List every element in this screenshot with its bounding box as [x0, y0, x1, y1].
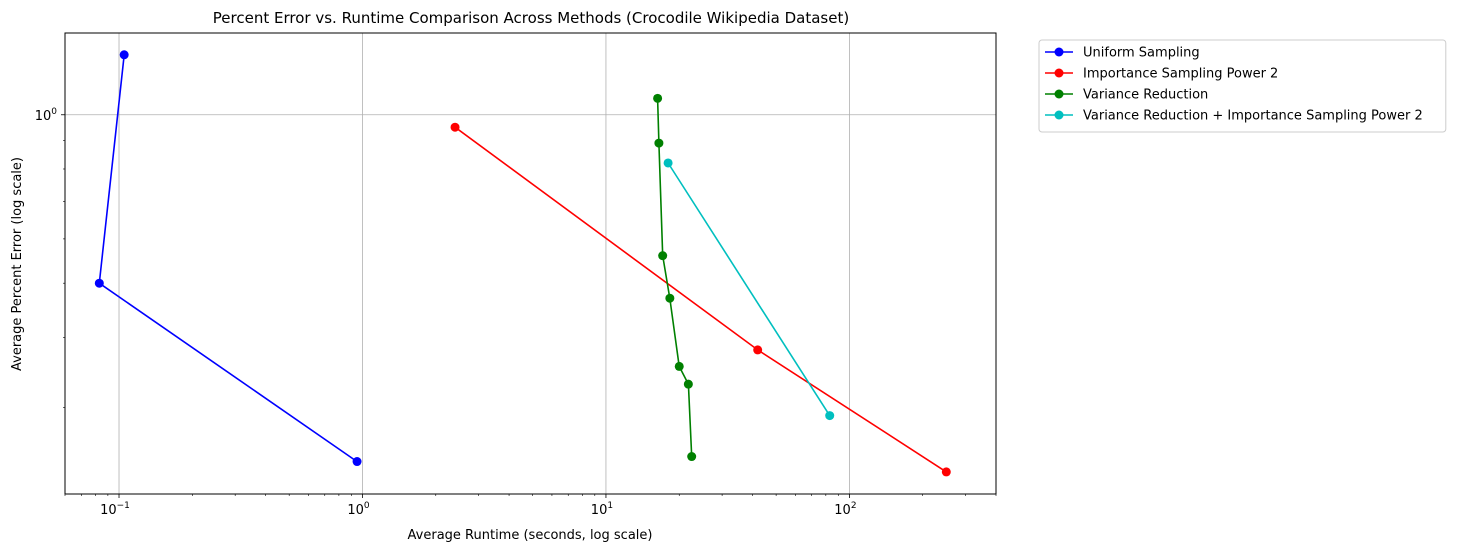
plot-area: [64, 32, 997, 495]
data-point-uniform-sampling: [352, 457, 362, 467]
chart-title: Percent Error vs. Runtime Comparison Acr…: [213, 9, 849, 27]
legend-label: Variance Reduction: [1083, 88, 1208, 103]
legend-marker: [1054, 68, 1064, 78]
legend: Uniform Sampling Importance Sampling Powe…: [1038, 39, 1447, 133]
legend-label: Importance Sampling Power 2: [1083, 67, 1278, 82]
axes: 10−1 100 101 102 100: [35, 107, 997, 518]
data-point-variance-reduction: [687, 452, 697, 462]
data-point-variance-reduction: [654, 138, 664, 148]
data-point-uniform-sampling: [94, 278, 104, 288]
legend-label: Variance Reduction + Importance Sampling…: [1083, 109, 1423, 124]
y-axis-label: Average Percent Error (log scale): [10, 157, 25, 371]
plot-series: [94, 50, 951, 477]
series-line-importance-sampling-power-2: [454, 126, 947, 473]
legend-marker: [1054, 47, 1064, 57]
x-tick-label: 100: [347, 501, 370, 518]
series-line-variance-reduction: [656, 98, 693, 457]
data-point-variance-reduction: [674, 361, 684, 371]
data-point-variance-reduction: [658, 251, 668, 261]
grid: [65, 33, 996, 494]
legend-label: Uniform Sampling: [1083, 46, 1200, 61]
data-point-variance-reduction-importance-sampling-power-2: [825, 411, 835, 421]
legend-marker: [1054, 110, 1064, 120]
data-point-uniform-sampling: [119, 50, 129, 60]
series-line-uniform-sampling: [98, 54, 358, 463]
y-tick-label: 100: [35, 107, 58, 124]
legend-box: [1038, 39, 1447, 133]
data-point-variance-reduction: [653, 93, 663, 103]
series-line-variance-reduction-importance-sampling-power-2: [667, 162, 831, 417]
x-tick-label: 102: [834, 501, 856, 518]
legend-marker: [1054, 89, 1064, 99]
data-point-importance-sampling-power-2: [753, 345, 763, 355]
x-axis-label: Average Runtime (seconds, log scale): [408, 528, 653, 543]
x-tick-label: 10−1: [100, 501, 130, 518]
data-point-variance-reduction: [665, 293, 675, 303]
data-point-variance-reduction: [683, 379, 693, 389]
x-tick-label: 101: [591, 501, 613, 518]
data-point-importance-sampling-power-2: [941, 467, 951, 477]
data-point-importance-sampling-power-2: [450, 122, 460, 132]
data-point-variance-reduction-importance-sampling-power-2: [663, 158, 673, 168]
